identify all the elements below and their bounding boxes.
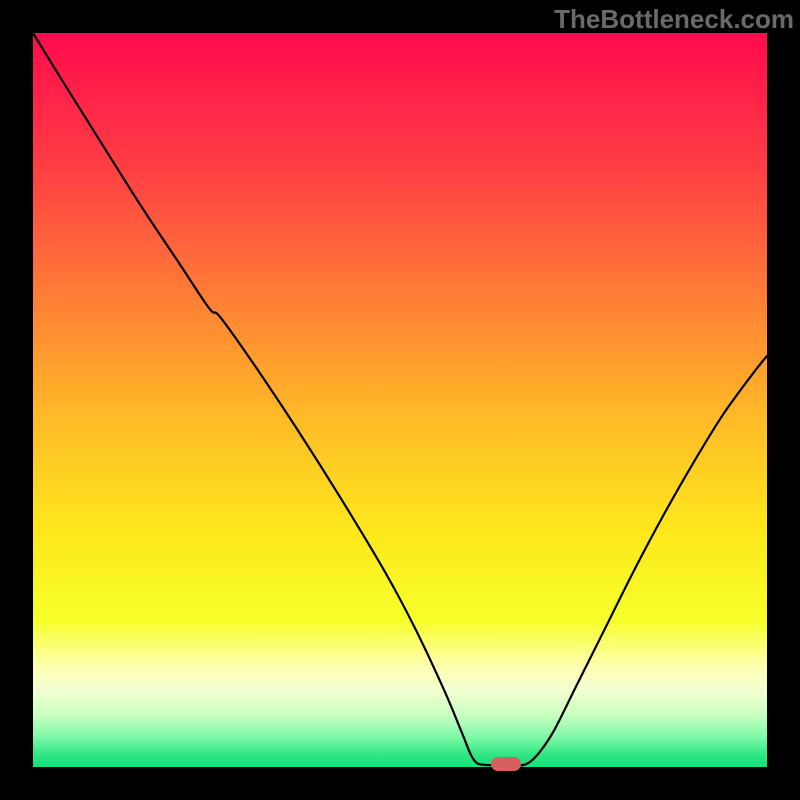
optimal-marker [491,757,521,771]
watermark-text: TheBottleneck.com [554,4,794,35]
chart-container: TheBottleneck.com [0,0,800,800]
bottleneck-curve [33,33,767,767]
curve-path [33,33,767,766]
plot-area [33,33,767,767]
